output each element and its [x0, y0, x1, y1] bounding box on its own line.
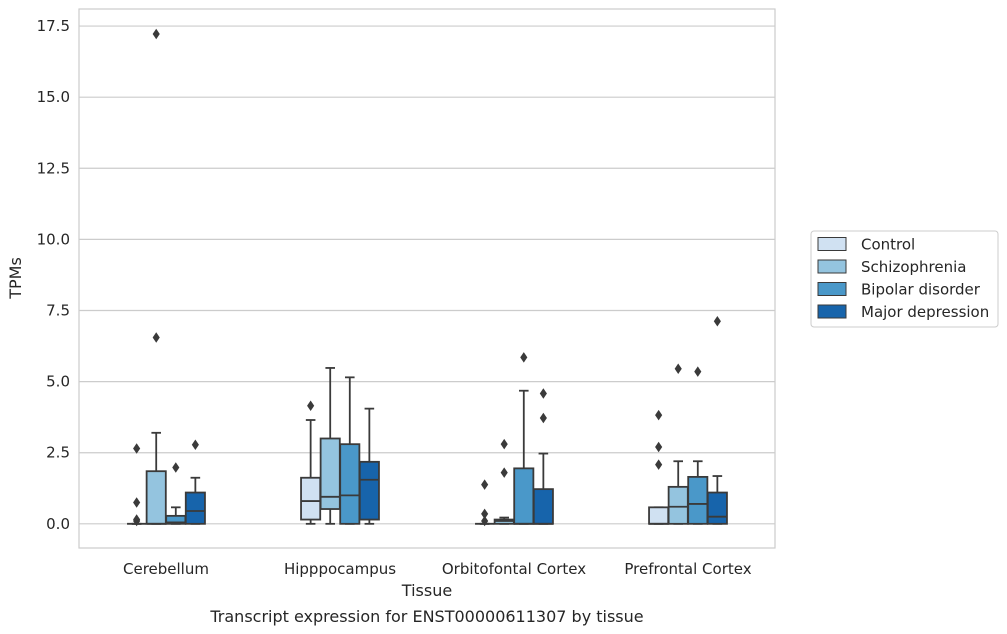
- box-bipolar-disorder: [339, 376, 361, 525]
- y-tick-label: 2.5: [46, 444, 70, 462]
- outlier-point: [133, 497, 141, 508]
- y-tick-labels: 0.0 2.5 5.0 7.5 10.0 12.5 15.0 17.5: [37, 17, 70, 533]
- chart-caption: Transcript expression for ENST0000061130…: [209, 607, 643, 626]
- box-major-depression: [706, 316, 728, 525]
- box-major-depression: [358, 407, 380, 525]
- outlier-point: [655, 409, 663, 421]
- box-iqr: [532, 488, 554, 525]
- box-iqr: [667, 485, 689, 525]
- box-major-depression: [184, 439, 206, 525]
- x-tick-labels: Cerebellum Hipppocampus Orbitofontal Corte…: [123, 560, 752, 578]
- x-tick-label: Orbitofontal Cortex: [442, 560, 586, 578]
- outlier-point: [655, 459, 663, 470]
- legend-label: Control: [861, 236, 915, 254]
- outlier-point: [481, 479, 489, 490]
- outlier-point: [481, 515, 489, 527]
- y-tick-label: 5.0: [46, 373, 70, 391]
- box-groups: [127, 28, 728, 527]
- outlier-point: [655, 441, 663, 453]
- box-schizophrenia: [145, 28, 167, 525]
- box-iqr: [145, 470, 167, 525]
- y-tick-label: 17.5: [37, 17, 70, 35]
- y-tick-label: 7.5: [46, 301, 70, 319]
- y-tick-label: 15.0: [37, 88, 70, 106]
- box-schizophrenia: [319, 367, 341, 525]
- outlier-point: [500, 438, 508, 450]
- box-iqr: [706, 491, 728, 525]
- outlier-point: [307, 400, 315, 412]
- outlier-point: [539, 412, 547, 424]
- x-axis-title: Tissue: [401, 581, 452, 600]
- plot-area: [78, 8, 776, 549]
- box-iqr: [300, 476, 322, 521]
- box-bipolar-disorder: [165, 462, 187, 525]
- x-tick-label: Hipppocampus: [284, 560, 396, 578]
- box-control: [648, 409, 670, 525]
- x-tick-label: Prefrontal Cortex: [624, 560, 751, 578]
- x-tick-label: Cerebellum: [123, 560, 209, 578]
- legend-swatch: [817, 304, 847, 319]
- outlier-point: [520, 352, 528, 363]
- outlier-point: [539, 388, 547, 399]
- outlier-point: [133, 514, 141, 525]
- outlier-point: [133, 443, 141, 454]
- outlier-point: [674, 363, 682, 375]
- y-axis-title: TPMs: [6, 257, 25, 300]
- outlier-point: [152, 28, 160, 40]
- box-iqr: [513, 467, 535, 525]
- box-iqr: [648, 506, 670, 525]
- y-tick-label: 10.0: [37, 230, 70, 248]
- box-control: [475, 479, 495, 527]
- outlier-point: [481, 508, 489, 520]
- legend-swatch: [817, 259, 847, 274]
- legend-label: Bipolar disorder: [861, 281, 981, 299]
- legend-swatch: [817, 237, 847, 251]
- legend-label: Schizophrenia: [861, 258, 966, 276]
- legend: Control Schizophrenia Bipolar disorder Majo…: [810, 230, 999, 328]
- y-tick-label: 12.5: [37, 159, 70, 177]
- box-major-depression: [532, 388, 554, 525]
- box-control: [300, 400, 322, 525]
- outlier-point: [500, 467, 508, 478]
- outlier-point: [172, 462, 180, 473]
- legend-swatch: [817, 282, 847, 296]
- box-iqr: [319, 437, 341, 510]
- box-iqr: [184, 491, 206, 525]
- legend-label: Major depression: [861, 303, 989, 321]
- y-tick-label: 0.0: [46, 515, 70, 533]
- box-iqr: [687, 475, 709, 525]
- box-iqr: [339, 443, 361, 525]
- gridlines: [79, 25, 775, 525]
- outlier-point: [713, 316, 721, 327]
- outlier-point: [694, 366, 702, 377]
- legend-frame: [810, 230, 999, 328]
- box-iqr: [358, 460, 380, 521]
- box-bipolar-disorder: [513, 352, 535, 525]
- outlier-point: [152, 332, 160, 343]
- box-control: [127, 443, 147, 527]
- outlier-point: [191, 439, 199, 451]
